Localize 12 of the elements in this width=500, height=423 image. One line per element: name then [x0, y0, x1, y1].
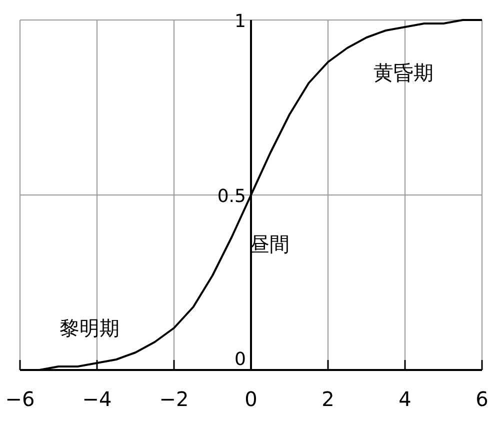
x-tick-label: −4: [82, 387, 112, 411]
x-tick-label: −2: [159, 387, 189, 411]
x-tick-label: 2: [322, 387, 334, 411]
y-tick-label: 1: [234, 11, 246, 32]
y-tick-label: 0: [234, 349, 246, 370]
x-tick-label: 6: [476, 387, 488, 411]
y-tick-label: 0.5: [217, 186, 246, 207]
x-tick-label: −6: [5, 387, 35, 411]
annotation: 黎明期: [59, 318, 120, 340]
annotation: 昼間: [249, 234, 290, 256]
x-tick-label: 4: [398, 387, 412, 411]
annotation: 黄昏期: [373, 62, 434, 84]
